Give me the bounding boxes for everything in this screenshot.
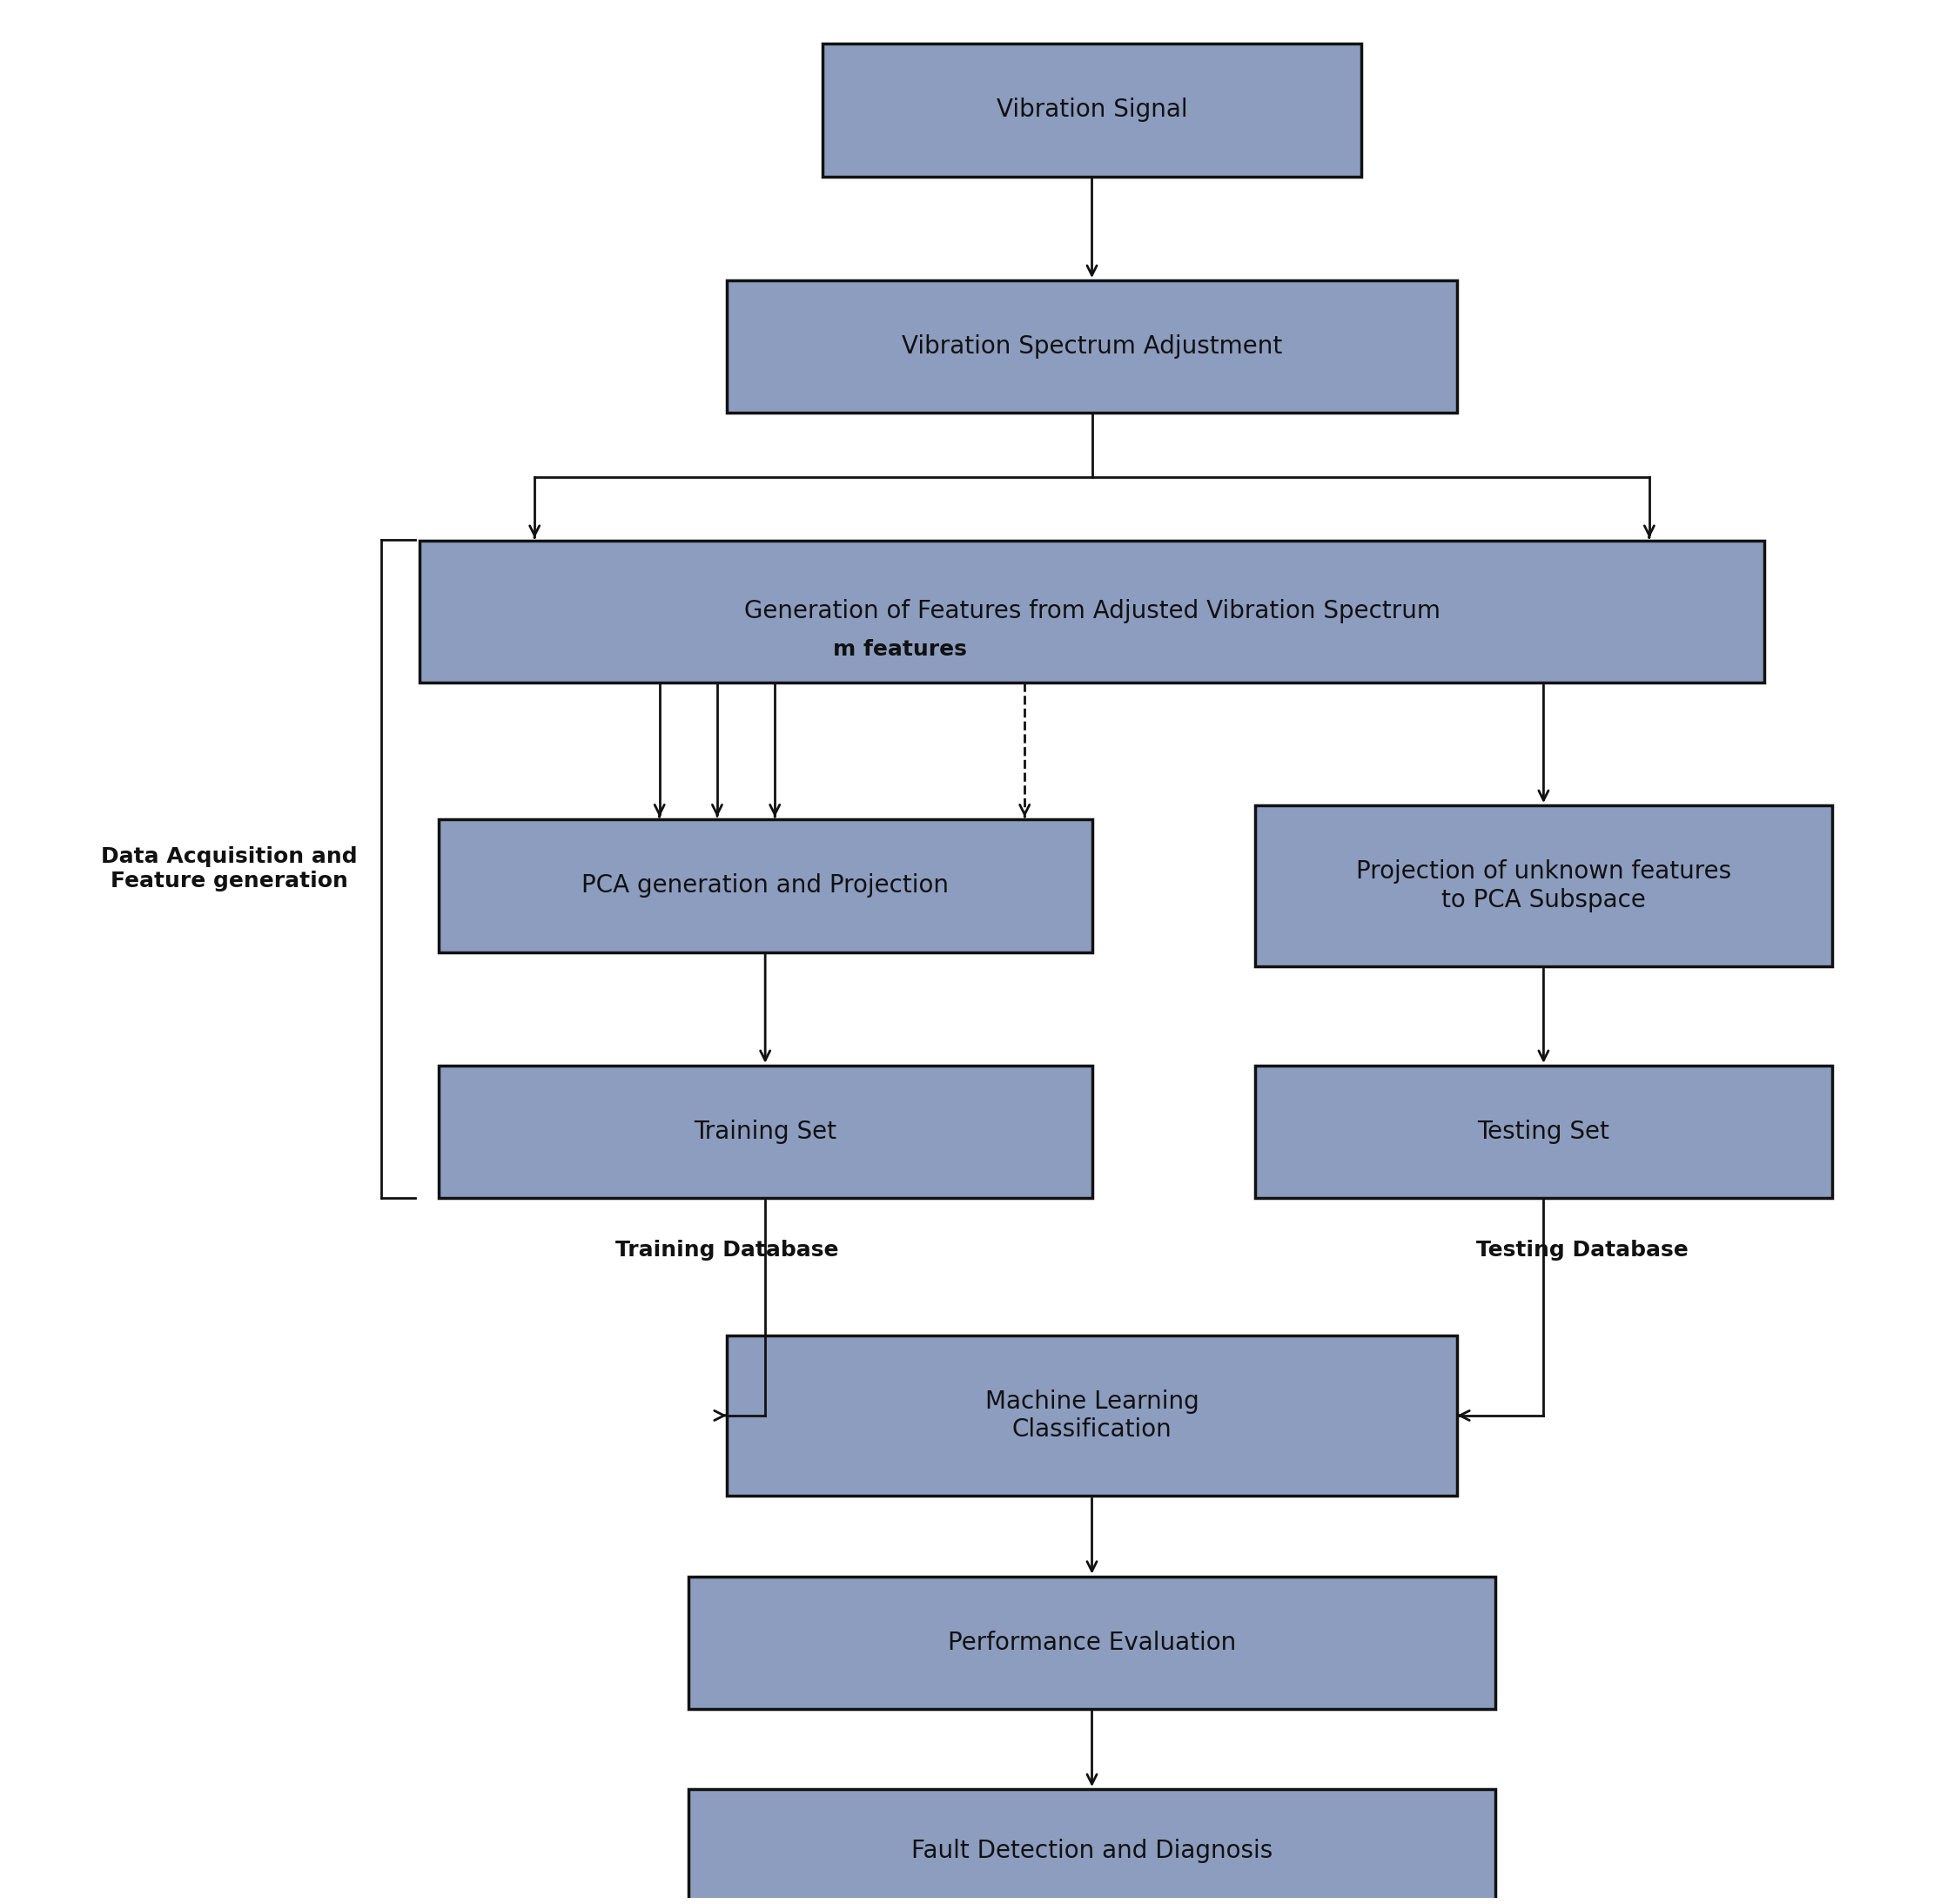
FancyBboxPatch shape (727, 280, 1456, 413)
FancyBboxPatch shape (1255, 805, 1831, 965)
Text: Training Database: Training Database (615, 1240, 837, 1260)
FancyBboxPatch shape (439, 1066, 1093, 1198)
FancyBboxPatch shape (439, 819, 1093, 952)
Text: Testing Set: Testing Set (1478, 1120, 1609, 1144)
Text: Performance Evaluation: Performance Evaluation (948, 1630, 1236, 1655)
Text: Vibration Signal: Vibration Signal (996, 97, 1187, 122)
Text: Projection of unknown features
to PCA Subspace: Projection of unknown features to PCA Su… (1356, 859, 1731, 912)
Text: Machine Learning
Classification: Machine Learning Classification (984, 1390, 1199, 1441)
Text: Data Acquisition and
Feature generation: Data Acquisition and Feature generation (101, 845, 358, 891)
FancyBboxPatch shape (689, 1790, 1495, 1904)
FancyBboxPatch shape (1255, 1066, 1831, 1198)
FancyBboxPatch shape (822, 44, 1362, 177)
Text: Training Set: Training Set (694, 1120, 837, 1144)
Text: Fault Detection and Diagnosis: Fault Detection and Diagnosis (911, 1839, 1273, 1862)
FancyBboxPatch shape (689, 1577, 1495, 1708)
Text: PCA generation and Projection: PCA generation and Projection (582, 874, 950, 899)
FancyBboxPatch shape (420, 541, 1764, 682)
Text: Generation of Features from Adjusted Vibration Spectrum: Generation of Features from Adjusted Vib… (745, 600, 1441, 625)
Text: Vibration Spectrum Adjustment: Vibration Spectrum Adjustment (901, 335, 1282, 358)
Text: m features: m features (834, 640, 967, 659)
FancyBboxPatch shape (727, 1335, 1456, 1497)
Text: Testing Database: Testing Database (1476, 1240, 1688, 1260)
